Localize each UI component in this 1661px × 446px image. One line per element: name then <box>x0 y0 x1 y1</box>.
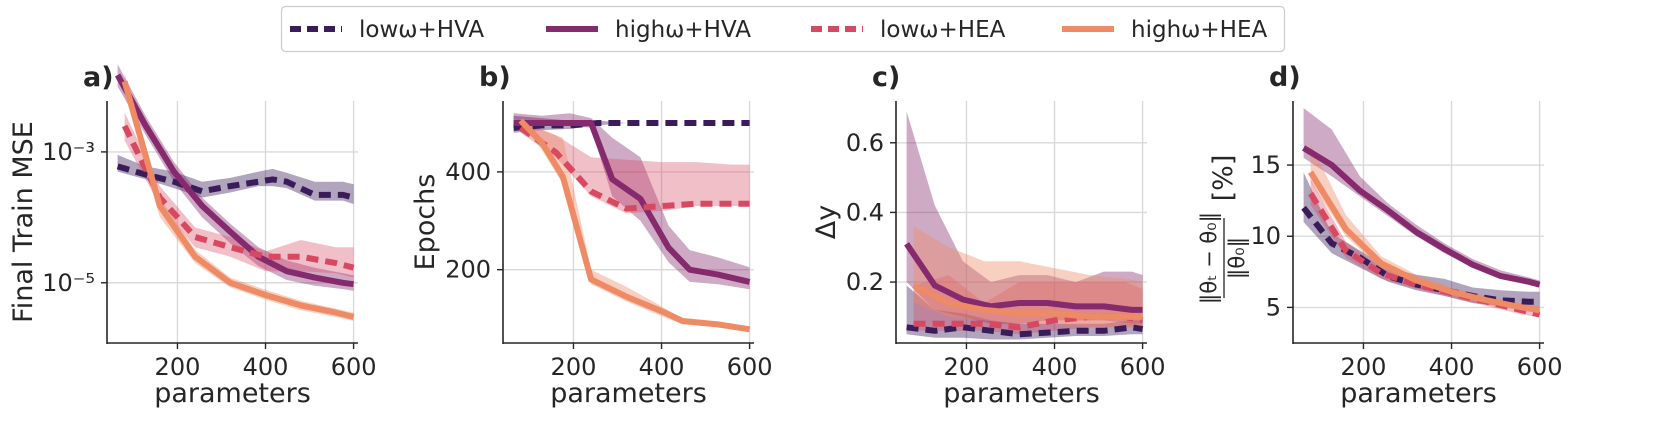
panel-d: 200 400 600 5 10 15 parameters d) ‖θₜ − θ₀‖ ‖θ₀‖ [… <box>1197 62 1563 409</box>
legend: lowω+HVA highω+HVA lowω+HEA highω+HEA <box>280 5 1286 53</box>
x-axis-label: parameters <box>154 378 311 409</box>
x-tick-label: 400 <box>243 353 289 381</box>
band-series-4 <box>520 118 750 332</box>
x-axis-label: parameters <box>550 378 707 409</box>
y-axis-label: Final Train MSE <box>8 121 39 323</box>
line-series-2 <box>114 73 354 288</box>
x-tick-label: 200 <box>155 353 201 381</box>
line-series-4 <box>912 282 1143 320</box>
legend-label-3: lowω+HEA <box>880 17 1006 43</box>
y-tick-label: 10⁻⁵ <box>42 269 95 297</box>
y-tick-label: 10 <box>1250 222 1281 250</box>
panel-label: c) <box>872 62 900 93</box>
y-tick-label: 400 <box>445 158 491 186</box>
y-tick-label: 5 <box>1266 293 1281 321</box>
x-tick-label: 400 <box>1032 353 1078 381</box>
x-tick-label: 400 <box>1429 353 1475 381</box>
band-series-2 <box>513 113 750 290</box>
x-tick-label: 200 <box>944 353 990 381</box>
panel-label: b) <box>479 62 511 93</box>
line-series-3 <box>121 124 355 271</box>
x-axis-label: parameters <box>1340 378 1497 409</box>
line-series-3 <box>518 125 750 212</box>
line-series-2 <box>904 242 1143 313</box>
x-tick-label: 600 <box>331 353 377 381</box>
y-tick-label: 0.2 <box>846 268 884 296</box>
x-tick-label: 600 <box>1517 353 1563 381</box>
y-tick-label: 0.6 <box>846 129 884 157</box>
legend-label-4: highω+HEA <box>1131 17 1268 43</box>
line-series-1 <box>906 324 1144 338</box>
line-series-2 <box>1302 145 1541 288</box>
y-tick-label: 10⁻³ <box>42 138 95 166</box>
line-series-2 <box>513 120 751 285</box>
panel-a: 200 400 600 10⁻³ 10⁻⁵ parameters a) Final Train… <box>8 62 377 409</box>
line-series-4 <box>1308 170 1541 314</box>
line-series-3 <box>913 313 1144 331</box>
line-series-4 <box>121 80 355 320</box>
line-series-4 <box>518 118 751 333</box>
x-tick-label: 200 <box>551 353 597 381</box>
y-tick-label: 0.4 <box>846 198 884 226</box>
x-tick-label: 400 <box>639 353 685 381</box>
line-series-1 <box>116 163 355 201</box>
legend-frame <box>280 5 1286 53</box>
band-series-2 <box>906 111 1143 324</box>
y-label-numerator: ‖θₜ − θ₀‖ <box>1197 212 1222 304</box>
legend-label-2: highω+HVA <box>615 17 751 43</box>
band-series-4 <box>1310 143 1540 314</box>
x-tick-label: 200 <box>1341 353 1387 381</box>
y-axis-label: Epochs <box>410 174 441 271</box>
y-axis-label: Δy <box>811 205 842 239</box>
y-label-unit: [%] <box>1208 155 1239 202</box>
panel-c: 200 400 600 0.2 0.4 0.6 parameters c) Δy <box>811 62 1166 409</box>
band-series-1 <box>513 115 750 133</box>
panel-label: a) <box>83 62 114 93</box>
panel-label: d) <box>1269 62 1301 93</box>
band-series-2 <box>1303 108 1540 288</box>
y-tick-label: 15 <box>1250 151 1281 179</box>
y-axis-label: ‖θₜ − θ₀‖ ‖θ₀‖ [%] <box>1197 155 1250 305</box>
band-series-1 <box>117 154 354 204</box>
band-series-3 <box>520 120 750 214</box>
x-tick-label: 600 <box>727 353 773 381</box>
y-label-denominator: ‖θ₀‖ <box>1225 237 1250 279</box>
legend-label-1: lowω+HVA <box>359 17 484 43</box>
x-axis-label: parameters <box>943 378 1100 409</box>
x-tick-label: 600 <box>1120 353 1166 381</box>
y-tick-label: 200 <box>445 256 491 284</box>
